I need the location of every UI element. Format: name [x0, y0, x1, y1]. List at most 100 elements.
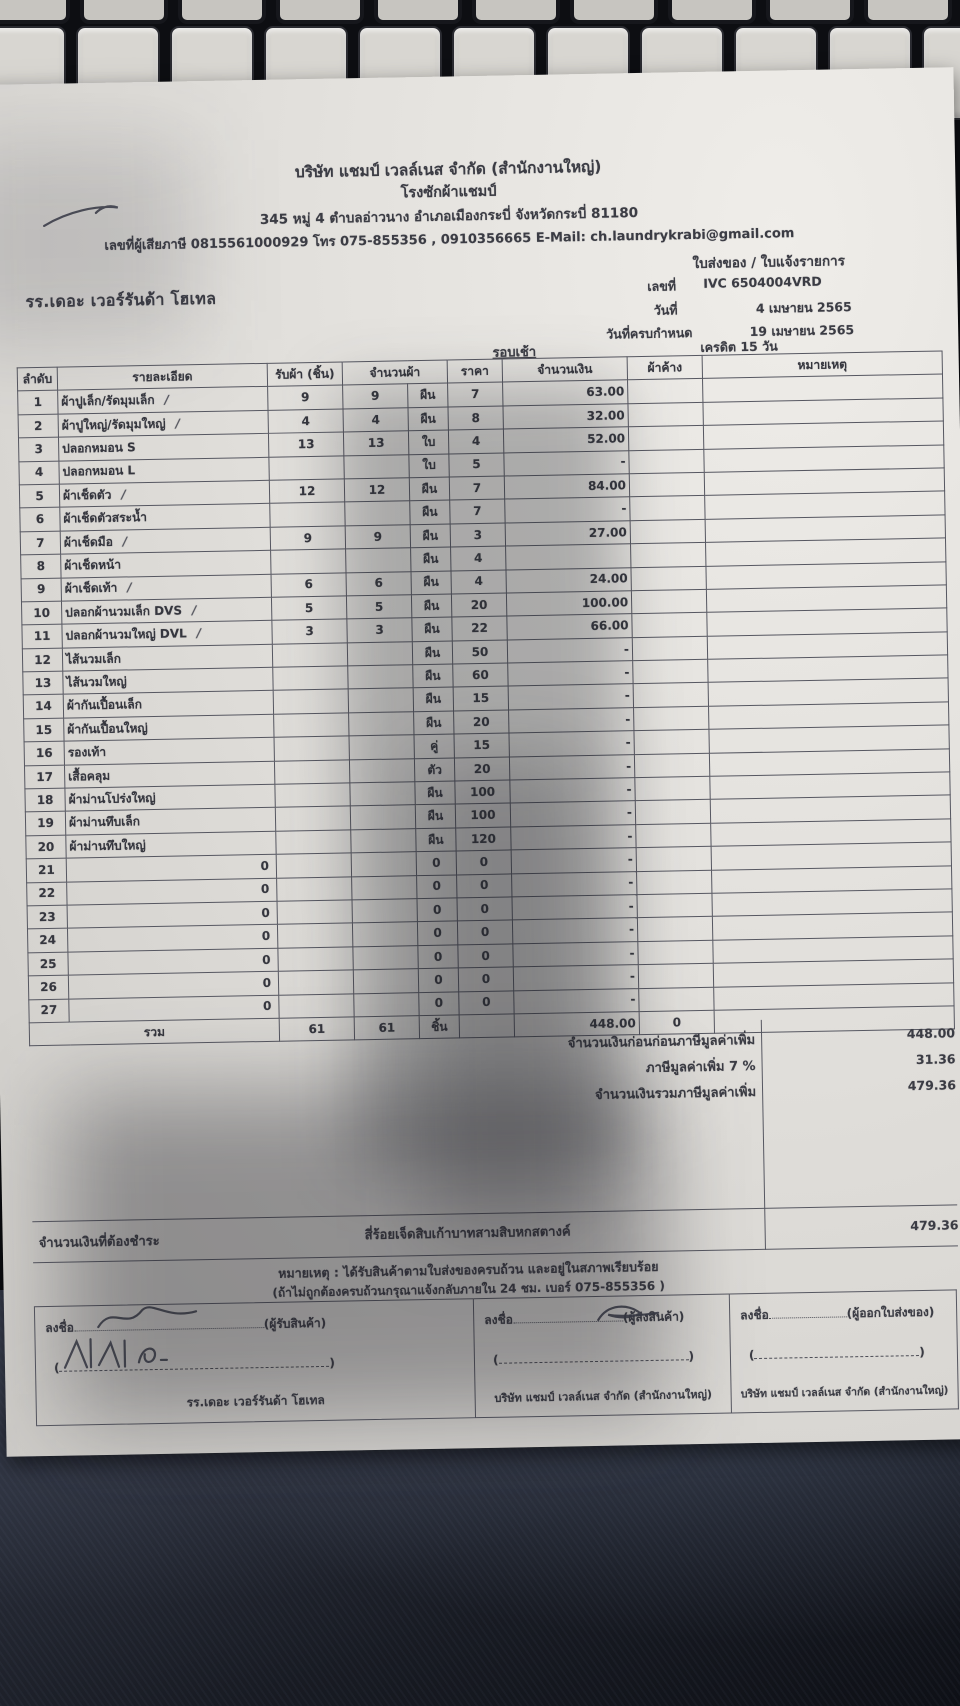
cell-price: 120: [455, 826, 512, 852]
date-value: 4 เมษายน 2565: [755, 299, 852, 316]
cell-price: 50: [452, 639, 508, 665]
col-amount: จำนวนเงิน: [502, 356, 628, 383]
cell-received: 9: [270, 525, 346, 551]
due-date-label: วันที่ครบกำหนด: [606, 325, 693, 342]
handwritten-check-mark: [70, 886, 80, 900]
cell-unit: 0: [416, 851, 457, 876]
cell-pending: [629, 495, 706, 521]
cell-qty: [349, 781, 416, 807]
cell-no: 27: [28, 998, 70, 1023]
cell-no: 1: [17, 390, 59, 415]
cell-unit: ผืน: [410, 523, 451, 548]
item-description: ผ้าเช็ดมือ: [63, 534, 113, 550]
cell-amount: 32.00: [502, 403, 629, 430]
cell-qty: [350, 805, 416, 830]
cell-qty: [347, 641, 413, 666]
cell-no: 14: [23, 694, 64, 719]
cell-no: 10: [21, 601, 62, 626]
cell-no: 7: [20, 530, 61, 556]
cell-unit: ผืน: [412, 640, 453, 665]
cell-unit: ใบ: [408, 430, 449, 455]
cell-unit: ใบ: [408, 453, 450, 478]
cell-price: 22: [451, 616, 508, 641]
handwritten-check-mark: [121, 651, 131, 665]
cell-qty: [349, 734, 415, 760]
signature-company-receiver: รร.เดอะ เวอร์รันด้า โฮเทล: [186, 1392, 325, 1410]
cell-qty: 4: [343, 407, 409, 433]
signature-sender-scribble: [597, 1305, 660, 1322]
handwritten-check-mark: [70, 862, 80, 876]
item-description: ผ้าเช็ดเท้า: [64, 581, 118, 596]
name-blank-line: [498, 1347, 689, 1364]
item-description: ไส้นวมเล็ก: [65, 651, 122, 667]
cell-pending: [631, 612, 708, 638]
signature-company-issuer: บริษัท แชมป์ เวลล์เนส จำกัด (สำนักงานใหญ…: [740, 1384, 949, 1401]
cell-unit: ผืน: [415, 827, 457, 852]
cell-received: 5: [271, 595, 347, 621]
cell-qty: 9: [345, 524, 411, 550]
paren-close: ): [329, 1355, 336, 1370]
cell-unit: 0: [417, 921, 458, 946]
cell-desc-zero: 0: [260, 858, 269, 874]
cell-amount: -: [508, 730, 635, 757]
cell-received: [275, 829, 352, 855]
cell-pending: [628, 448, 705, 474]
cell-unit: ผืน: [411, 617, 453, 642]
cell-received: 6: [271, 572, 347, 598]
cell-received: [277, 923, 353, 949]
cell-received: [269, 502, 346, 528]
handwritten-check-mark: [72, 979, 82, 993]
item-description: ผ้าเช็ดหน้า: [64, 557, 122, 573]
cell-received: [276, 876, 353, 902]
handwritten-check-mark: [148, 721, 158, 735]
cell-no: 18: [24, 788, 66, 813]
handwritten-check-mark: /: [191, 602, 197, 618]
handwritten-check-mark: [140, 814, 150, 828]
cell-received: 4: [268, 408, 344, 434]
handwritten-check-mark: [71, 933, 81, 947]
subtotal-value: 448.00: [906, 1025, 956, 1042]
date-label: วันที่: [653, 302, 678, 318]
cell-price: 20: [454, 756, 510, 781]
cell-no: 13: [22, 671, 64, 696]
cell-amount: -: [512, 918, 638, 944]
keyboard-key: [0, 0, 70, 24]
cell-pending: [636, 846, 712, 872]
col-price: ราคา: [447, 359, 503, 384]
cell-amount: -: [508, 707, 634, 734]
handwritten-check-mark: /: [121, 487, 126, 502]
handwritten-check-mark: /: [122, 534, 128, 549]
cell-received: [268, 455, 345, 481]
cell-price: 0: [457, 920, 513, 945]
cell-qty: [351, 851, 417, 877]
item-description: เสื้อคลุม: [68, 768, 111, 784]
cell-price: 4: [450, 546, 506, 571]
col-pending: ผ้าค้าง: [627, 355, 703, 381]
cell-received: [274, 759, 350, 785]
sign-label: ลงชื่อ: [484, 1312, 514, 1328]
cell-price: 0: [456, 850, 512, 875]
cell-price: 0: [456, 873, 512, 898]
cell-received: 9: [267, 385, 344, 411]
cell-unit: 0: [417, 944, 459, 969]
cell-no: 17: [24, 764, 65, 789]
cell-received: [272, 665, 349, 691]
cell-amount: -: [504, 497, 631, 523]
keyboard-key: [374, 0, 462, 24]
cell-pending: [635, 823, 712, 848]
cell-qty: 9: [342, 384, 408, 409]
cell-no: 9: [21, 577, 62, 602]
cell-pending: [628, 425, 704, 451]
cell-amount: -: [511, 847, 637, 874]
cell-pending: [633, 706, 709, 731]
cell-received: [275, 806, 351, 832]
col-no: ลำดับ: [17, 367, 58, 392]
cell-amount: -: [510, 824, 637, 851]
cell-received: [270, 549, 347, 574]
cell-qty: 3: [346, 618, 413, 643]
handwritten-check-mark: [121, 557, 131, 571]
cell-price: 15: [453, 733, 510, 758]
cell-price: 0: [457, 943, 514, 969]
cell-pending: [634, 776, 711, 802]
cell-qty: 12: [344, 477, 410, 503]
